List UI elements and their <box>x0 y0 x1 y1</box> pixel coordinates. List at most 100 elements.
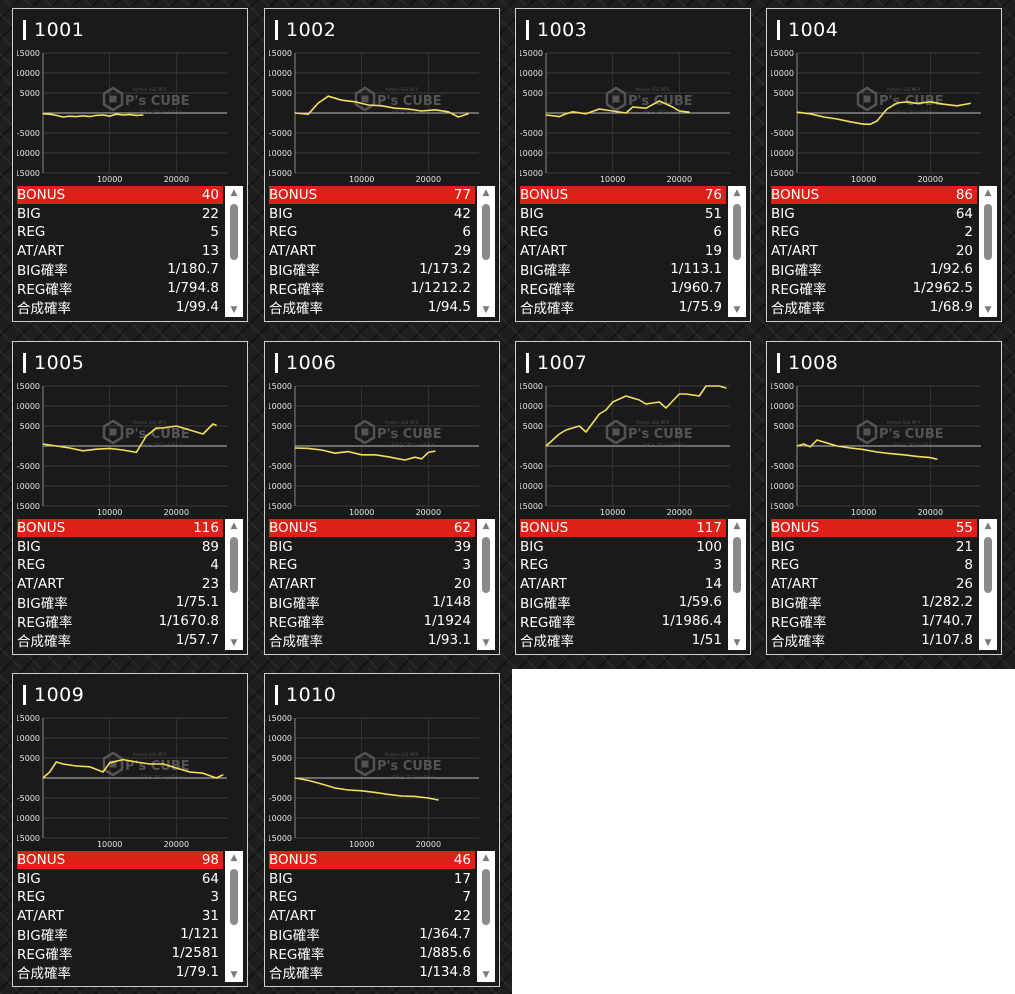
profit-point <box>565 113 567 115</box>
stats-scrollbar[interactable]: ▲ ▼ <box>225 851 243 982</box>
scroll-thumb[interactable] <box>482 204 490 260</box>
profit-point <box>109 762 111 764</box>
scroll-up-icon[interactable]: ▲ <box>230 188 238 198</box>
scroll-thumb[interactable] <box>482 537 490 593</box>
scroll-up-icon[interactable]: ▲ <box>482 853 490 863</box>
scroll-up-icon[interactable]: ▲ <box>984 188 992 198</box>
scroll-thumb[interactable] <box>482 869 490 925</box>
scroll-down-icon[interactable]: ▼ <box>984 638 992 648</box>
profit-point <box>212 423 214 425</box>
scroll-up-icon[interactable]: ▲ <box>733 521 741 531</box>
stat-row-reg-rate: REG確率 1/1986.4 <box>520 612 726 631</box>
stats-scrollbar[interactable]: ▲ ▼ <box>477 519 495 650</box>
title-accent-bar <box>275 353 278 373</box>
y-tick-label: -15000 <box>269 834 292 843</box>
stat-value: 1/121 <box>180 926 219 943</box>
stat-value: 19 <box>704 242 722 259</box>
scroll-down-icon[interactable]: ▼ <box>482 970 490 980</box>
profit-chart: 15000 10000 5000 -5000 -10000 -15000 10000 2000… <box>771 382 981 517</box>
scroll-up-icon[interactable]: ▲ <box>733 188 741 198</box>
y-tick-label: -15000 <box>520 502 543 511</box>
watermark-subline: パチンコスロットサイト <box>893 109 937 114</box>
stat-label: BIG確率 <box>771 263 822 280</box>
profit-point <box>876 120 878 122</box>
scroll-down-icon[interactable]: ▼ <box>230 970 238 980</box>
scroll-thumb[interactable] <box>984 537 992 593</box>
machine-number[interactable]: 1005 <box>34 352 85 374</box>
machine-number[interactable]: 1002 <box>286 19 337 41</box>
machine-number[interactable]: 1003 <box>537 19 588 41</box>
scroll-down-icon[interactable]: ▼ <box>733 305 741 315</box>
y-tick-label: -5000 <box>17 462 40 471</box>
stats-scrollbar[interactable]: ▲ ▼ <box>979 519 997 650</box>
stats-list: BONUS 116 BIG 89 REG 4 AT/ART 23 BIG確率 1/75.1 REG確… <box>17 519 243 650</box>
scroll-thumb[interactable] <box>230 869 238 925</box>
machine-number[interactable]: 1009 <box>34 684 85 706</box>
stat-row-reg-rate: REG確率 1/2581 <box>17 944 223 963</box>
scroll-down-icon[interactable]: ▼ <box>230 305 238 315</box>
scroll-down-icon[interactable]: ▼ <box>230 638 238 648</box>
profit-point <box>135 761 137 763</box>
y-tick-label: -10000 <box>269 149 292 158</box>
profit-point <box>572 111 574 113</box>
profit-point <box>89 766 91 768</box>
stat-label: REG <box>17 224 46 241</box>
watermark-brand: P's CUBE <box>879 94 944 109</box>
scroll-down-icon[interactable]: ▼ <box>733 638 741 648</box>
stats-scrollbar[interactable]: ▲ ▼ <box>728 186 746 317</box>
scroll-thumb[interactable] <box>984 204 992 260</box>
scroll-down-icon[interactable]: ▼ <box>482 305 490 315</box>
stat-label: BIG <box>520 538 544 555</box>
stats-scrollbar[interactable]: ▲ ▼ <box>477 851 495 982</box>
profit-chart: 15000 10000 5000 -5000 -10000 -15000 10000 2000… <box>771 49 981 184</box>
machine-number[interactable]: 1001 <box>34 19 85 41</box>
profit-chart: 15000 10000 5000 -5000 -10000 -15000 10000 2000… <box>520 382 730 517</box>
stat-value: 100 <box>696 538 722 555</box>
stats-scrollbar[interactable]: ▲ ▼ <box>477 186 495 317</box>
stat-value: 1/794.8 <box>167 280 219 296</box>
scroll-up-icon[interactable]: ▲ <box>230 853 238 863</box>
x-tick-label: 20000 <box>416 175 441 184</box>
profit-point <box>585 113 587 115</box>
profit-point <box>545 114 547 116</box>
x-tick-label: 20000 <box>667 175 692 184</box>
y-tick-label: 10000 <box>771 69 794 78</box>
y-tick-label: 5000 <box>523 89 543 98</box>
machine-number[interactable]: 1008 <box>788 352 839 374</box>
chart-area: 15000 10000 5000 -5000 -10000 -15000 10000 2000… <box>269 47 495 185</box>
profit-point <box>869 123 871 125</box>
stat-value: 1/107.8 <box>921 631 973 648</box>
stat-label: AT/ART <box>520 242 567 259</box>
machine-card: 1007 15000 10000 5000 -5000 -10000 -15000 10000… <box>515 341 751 655</box>
watermark-subline: パチンコスロットサイト <box>391 442 435 447</box>
title-accent-bar <box>23 353 26 373</box>
scroll-up-icon[interactable]: ▲ <box>482 188 490 198</box>
scroll-down-icon[interactable]: ▼ <box>482 638 490 648</box>
machine-number[interactable]: 1006 <box>286 352 337 374</box>
scroll-thumb[interactable] <box>733 537 741 593</box>
scroll-thumb[interactable] <box>230 537 238 593</box>
cube-logo-icon <box>102 751 124 777</box>
stats-scrollbar[interactable]: ▲ ▼ <box>225 186 243 317</box>
y-tick-label: 15000 <box>771 382 794 391</box>
profit-point <box>685 393 687 395</box>
profit-point <box>215 424 217 426</box>
scroll-down-icon[interactable]: ▼ <box>984 305 992 315</box>
profit-point <box>135 451 137 453</box>
profit-point <box>75 765 77 767</box>
stat-row-combined-rate: 合成確率 1/107.8 <box>771 631 977 650</box>
scroll-up-icon[interactable]: ▲ <box>984 521 992 531</box>
stats-scrollbar[interactable]: ▲ ▼ <box>225 519 243 650</box>
machine-number[interactable]: 1010 <box>286 684 337 706</box>
stats-scrollbar[interactable]: ▲ ▼ <box>979 186 997 317</box>
stat-label: BIG確率 <box>269 596 320 613</box>
machine-number[interactable]: 1007 <box>537 352 588 374</box>
stats-scrollbar[interactable]: ▲ ▼ <box>728 519 746 650</box>
scroll-up-icon[interactable]: ▲ <box>230 521 238 531</box>
watermark-brand: P's CUBE <box>628 427 693 442</box>
stats-list: BONUS 117 BIG 100 REG 3 AT/ART 14 BIG確率 1/59.6 REG… <box>520 519 746 650</box>
scroll-thumb[interactable] <box>733 204 741 260</box>
scroll-up-icon[interactable]: ▲ <box>482 521 490 531</box>
scroll-thumb[interactable] <box>230 204 238 260</box>
machine-number[interactable]: 1004 <box>788 19 839 41</box>
